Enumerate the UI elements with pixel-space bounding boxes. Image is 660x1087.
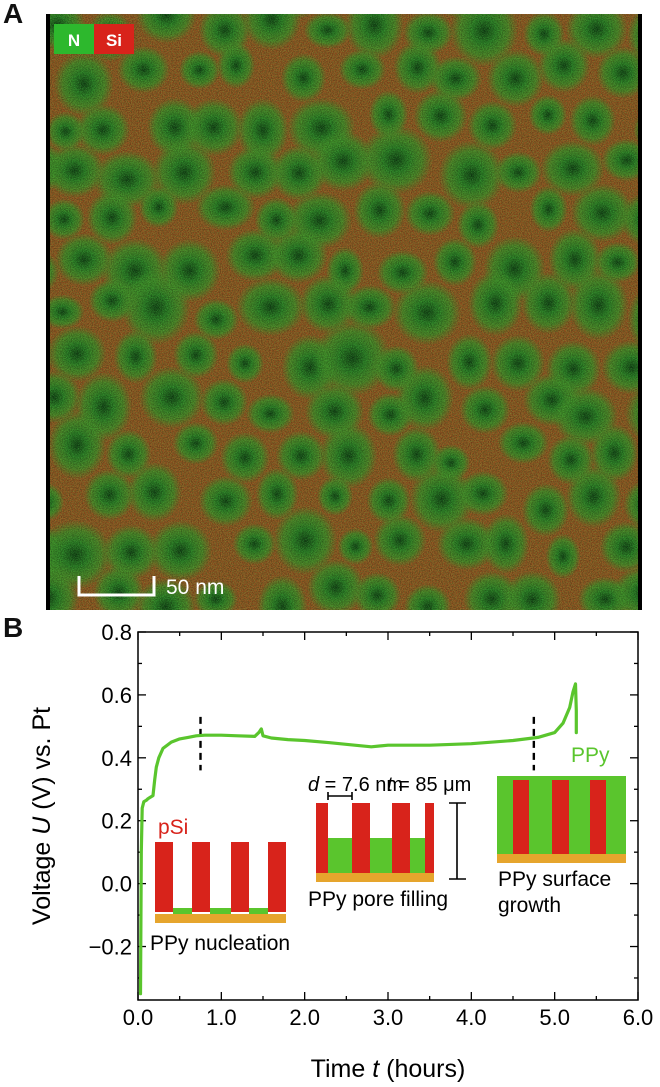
panel-b-label: B	[3, 612, 24, 643]
voltage-time-chart: 0.0 1.0 2.0 3.0 4.0 5.0 6.0 −0.2 0.0 0.2 0.4 0.6 0.8…	[28, 620, 654, 1083]
x-tick-label: 4.0	[456, 1005, 487, 1030]
legend-n-label: N	[68, 31, 80, 50]
voltage-curve	[138, 682, 578, 996]
scale-bar-label: 50 nm	[166, 576, 224, 599]
x-tick-label: 6.0	[623, 1005, 654, 1030]
y-tick-label: 0.6	[101, 683, 132, 708]
legend-si-swatch	[94, 24, 134, 54]
schematic-surface-growth	[497, 776, 626, 863]
psi-label: pSi	[158, 816, 188, 839]
x-tick-label: 2.0	[289, 1005, 320, 1030]
x-axis-label: Time t (hours)	[311, 1055, 466, 1083]
stage-surface-label-line1: PPy surface	[498, 868, 611, 891]
layer-thickness-label: t = 85 μm	[387, 774, 471, 796]
x-tick-label: 3.0	[373, 1005, 404, 1030]
y-tick-label: −0.2	[89, 935, 132, 960]
eds-elemental-map: N Si 50 nm	[46, 14, 642, 610]
y-tick-label: 0.4	[101, 746, 132, 771]
x-tick-label: 0.0	[123, 1005, 154, 1030]
x-tick-label: 1.0	[206, 1005, 237, 1030]
panel-a-label: A	[3, 0, 24, 29]
scale-bar	[77, 576, 156, 597]
pore-diameter-label: d = 7.6 nm	[308, 774, 403, 796]
y-tick-label: 0.8	[101, 620, 132, 645]
stage-nucleation-label: PPy nucleation	[150, 932, 290, 955]
stage-surface-label-line2: growth	[498, 894, 561, 917]
x-tick-label: 5.0	[539, 1005, 570, 1030]
tick-labels: 0.0 1.0 2.0 3.0 4.0 5.0 6.0 −0.2 0.0 0.2 0.4 0.6 0.8	[89, 620, 654, 1030]
legend-si-label: Si	[106, 31, 122, 50]
y-axis-label: Voltage U (V) vs. Pt	[28, 707, 56, 925]
stage-markers	[199, 716, 536, 771]
stage-pore-filling-label: PPy pore filling	[308, 888, 448, 911]
schematic-pore-filling	[316, 792, 466, 882]
legend-n-swatch	[54, 24, 94, 54]
axis-ticks	[137, 631, 639, 1000]
y-tick-label: 0.2	[101, 809, 132, 834]
ppy-label: PPy	[571, 744, 610, 767]
y-tick-label: 0.0	[101, 872, 132, 897]
schematic-nucleation	[155, 842, 286, 923]
